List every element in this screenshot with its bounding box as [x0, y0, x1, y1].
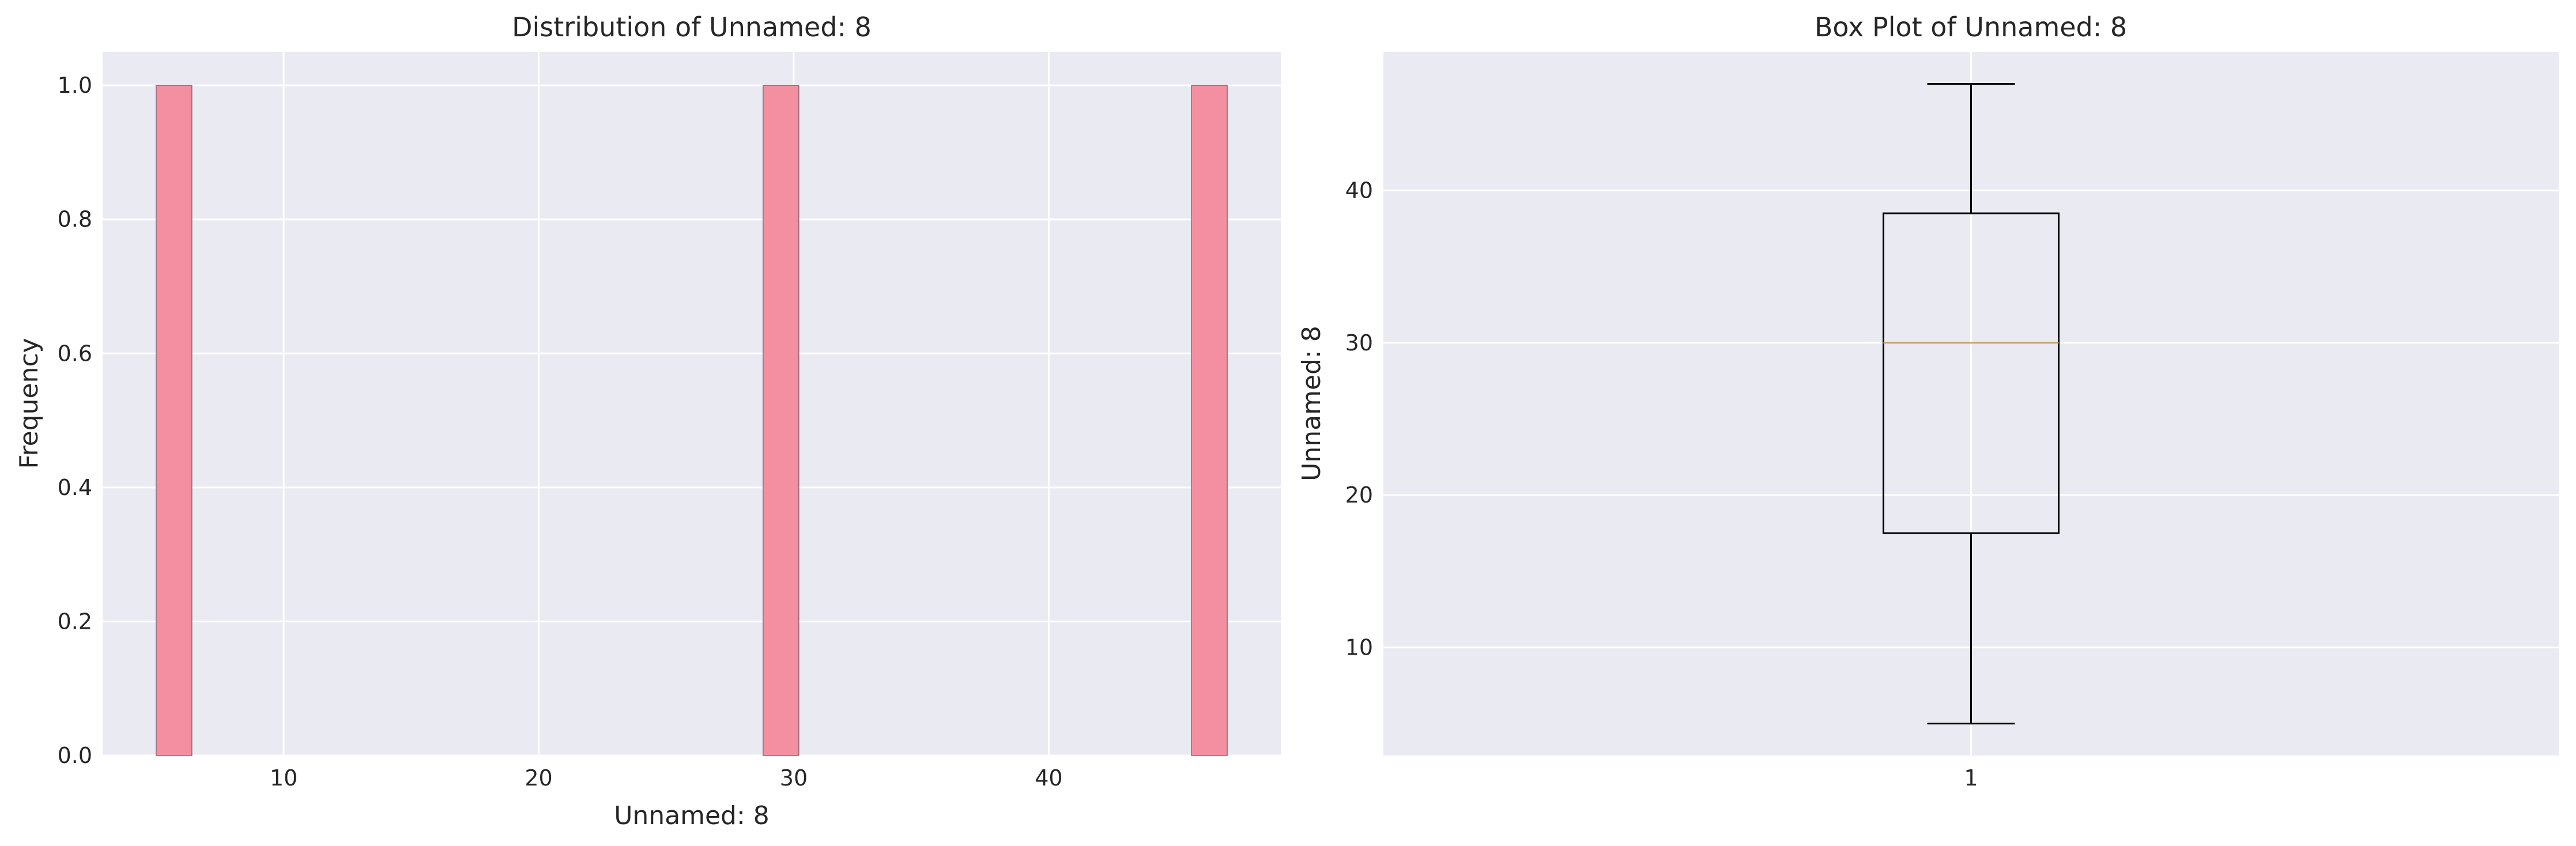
- histogram-y-tick-label-3: 0.6: [58, 341, 92, 366]
- histogram-y-label: Frequency: [14, 338, 44, 469]
- histogram-bars: [156, 85, 1228, 756]
- boxplot-panel: Box Plot of Unnamed: 8 1 10 20 30 40 Unname…: [1297, 12, 2559, 791]
- boxplot-x-tick-label-0: 1: [1964, 765, 1978, 791]
- boxplot-y-label: Unnamed: 8: [1297, 326, 1326, 481]
- histogram-x-tick-label-0: 10: [270, 765, 297, 791]
- histogram-y-tick-label-5: 1.0: [58, 73, 92, 98]
- histogram-bar-1: [763, 85, 799, 756]
- histogram-x-label: Unnamed: 8: [614, 801, 770, 830]
- histogram-y-tick-label-4: 0.8: [58, 207, 92, 232]
- histogram-x-tick-label-1: 20: [525, 765, 552, 791]
- histogram-y-tick-label-0: 0.0: [58, 743, 92, 768]
- boxplot-box: [1883, 83, 2060, 724]
- histogram-x-ticks: 10 20 30 40: [270, 765, 1063, 791]
- histogram-title: Distribution of Unnamed: 8: [512, 12, 872, 43]
- histogram-panel: Distribution of Unnamed: 8 10 20 30 40 0.00…: [14, 12, 1281, 830]
- histogram-y-tick-label-2: 0.4: [58, 475, 92, 500]
- histogram-plot-area: [103, 52, 1281, 756]
- histogram-bar-0: [156, 85, 193, 756]
- boxplot-y-ticks: 10 20 30 40: [1345, 178, 1373, 660]
- boxplot-iqr-box: [1883, 212, 2060, 534]
- boxplot-y-tick-label-1: 20: [1345, 482, 1373, 508]
- boxplot-x-ticks: 1: [1964, 765, 1978, 791]
- boxplot-y-tick-label-2: 30: [1345, 330, 1373, 356]
- histogram-y-ticks: 0.0 0.2 0.4 0.6 0.8 1.0: [58, 73, 92, 768]
- boxplot-y-tick-label-3: 40: [1345, 178, 1373, 203]
- histogram-x-tick-label-2: 30: [780, 765, 808, 791]
- boxplot-title: Box Plot of Unnamed: 8: [1815, 12, 2127, 43]
- histogram-y-tick-label-1: 0.2: [58, 609, 92, 634]
- boxplot-y-tick-label-0: 10: [1345, 634, 1373, 660]
- histogram-bar-2: [1191, 85, 1228, 756]
- histogram-x-tick-label-3: 40: [1035, 765, 1062, 791]
